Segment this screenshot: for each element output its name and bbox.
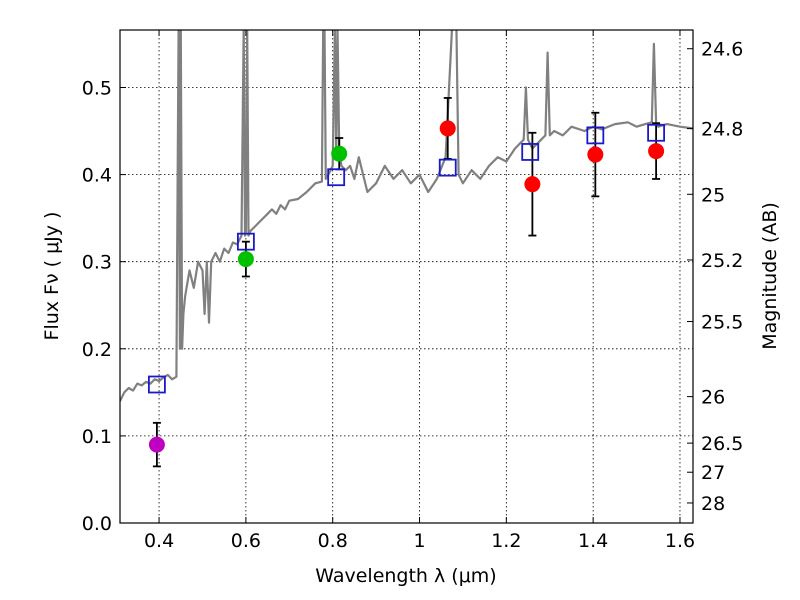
x-tick-label: 0.8 [318,530,348,552]
y-tick-label: 0.4 [82,165,112,187]
right-tick-label: 26.5 [701,433,743,455]
model-square-marker [236,232,255,251]
y-tick-label: 0.5 [82,77,112,99]
model-square-marker [147,375,166,394]
right-tick-label: 25 [701,184,725,206]
y-axis-right-label: Magnitude (AB) [759,202,781,350]
x-axis-label: Wavelength λ (μm) [315,565,496,587]
y-axis-label: Flux Fν ( μJy ) [41,212,63,341]
y-axis-right: 24.6 24.8 25 25.2 25.5 26 26.5 27 28 [687,39,743,515]
right-tick-label: 28 [701,493,725,515]
x-tick-label: 1.4 [578,530,608,552]
observed-point-marker [331,145,348,162]
right-tick-label: 27 [701,462,725,484]
right-tick-label: 24.6 [701,39,743,61]
x-tick-label: 0.4 [144,530,174,552]
observed-point-marker [587,146,604,163]
observed-point-marker [648,143,665,160]
x-axis: 0.4 0.6 0.8 1 1.2 1.4 1.6 [144,30,695,552]
spectrum-line [120,30,693,402]
y-axis-left: 0.0 0.1 0.2 0.3 0.4 0.5 [82,77,126,535]
x-tick-label: 1 [413,530,425,552]
y-tick-label: 0.1 [82,426,112,448]
right-tick-label: 26 [701,387,725,409]
y-tick-label: 0.2 [82,339,112,361]
x-tick-label: 1.2 [491,530,521,552]
model-square-marker [521,143,540,161]
observed-point-marker [237,251,254,268]
plot-area [120,30,693,468]
y-tick-label: 0.0 [82,513,112,535]
observed-point-marker [524,176,541,193]
observed-point-marker [148,436,165,453]
x-tick-label: 0.6 [231,530,261,552]
model-square-marker [438,158,457,177]
model-square-marker [327,168,346,187]
x-tick-label: 1.6 [665,530,695,552]
right-tick-label: 24.8 [701,119,743,141]
model-square-marker [586,126,605,145]
right-tick-label: 25.5 [701,312,743,334]
observed-point-marker [439,120,456,137]
plot-frame [119,29,694,524]
y-tick-label: 0.3 [82,252,112,274]
model-square-marker [647,123,666,142]
right-tick-label: 25.2 [701,250,743,272]
